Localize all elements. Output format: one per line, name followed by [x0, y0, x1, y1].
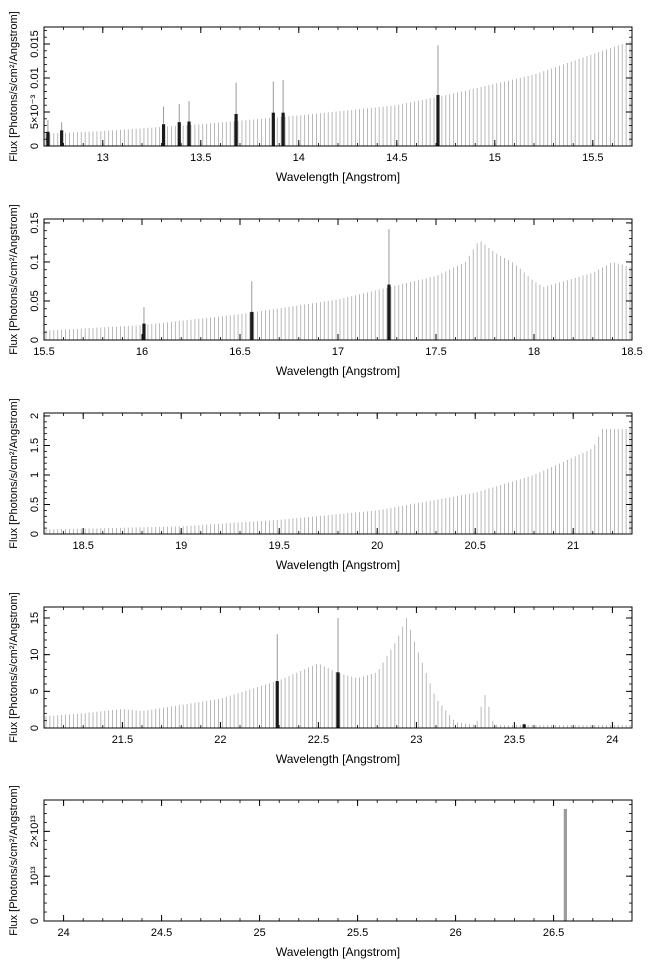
y-axis-title: Flux [Photons/s/cm²/Angstrom] [8, 785, 20, 935]
emission-line-bar [187, 121, 191, 146]
emission-line-bar [436, 95, 440, 146]
x-tick-label: 24 [606, 734, 618, 746]
y-tick-label: 5×10⁻³ [29, 95, 41, 130]
x-tick-label: 19.5 [268, 540, 289, 552]
panel-3: 18.5 19 19.5 20 20.5 21 0 0.5 1 1.5 2 Wavelength [A… [8, 398, 633, 572]
y-axis-title: Flux [Photons/s/cm²/Angstrom] [8, 11, 20, 161]
y-tick-label: 0.15 [29, 212, 41, 233]
y-tick-label: 15 [29, 612, 41, 624]
emission-line-bar [250, 311, 254, 340]
x-tick-label: 18.5 [72, 540, 93, 552]
y-tick-label: 10 [29, 649, 41, 661]
x-tick-label: 21 [567, 540, 579, 552]
y-axis-title: Flux [Photons/s/cm²/Angstrom] [8, 592, 20, 742]
y-tick-label: 2×10¹³ [29, 815, 41, 847]
y-axis-title: Flux [Photons/s/cm²/Angstrom] [8, 398, 20, 548]
x-tick-label: 25 [253, 927, 265, 939]
panel-1: 13 13.5 14 14.5 15 15.5 0 5×10⁻³ 0.01 0.015 Wavele… [8, 11, 633, 184]
x-tick-label: 17.5 [425, 346, 446, 358]
panel-4: 21.5 22 22.5 23 23.5 24 0 5 10 15 Wavelength [Angs… [8, 592, 633, 766]
x-tick-label: 26 [449, 927, 461, 939]
x-tick-label: 17 [332, 346, 344, 358]
plot-frame [43, 799, 633, 922]
plot-area [45, 618, 631, 728]
x-tick-label: 22.5 [308, 734, 329, 746]
plot-area [45, 428, 631, 534]
y-tick-label: 0.05 [29, 290, 41, 311]
y-tick-label: 0.01 [29, 67, 41, 88]
x-tick-label: 18 [528, 346, 540, 358]
x-tick-label: 24 [57, 927, 69, 939]
y-tick-label: 0.1 [29, 254, 41, 269]
emission-line-bar [522, 724, 526, 728]
x-tick-label: 13.5 [190, 152, 211, 164]
panel-2: 15.5 16 16.5 17 17.5 18 18.5 0 0.05 0.1 0.15 Wavele… [8, 204, 643, 378]
y-tick-label: 10¹³ [29, 866, 41, 886]
x-tick-label: 18.5 [621, 346, 642, 358]
x-tick-label: 19 [175, 540, 187, 552]
x-tick-label: 15 [489, 152, 501, 164]
y-tick-label: 0.5 [29, 497, 41, 512]
emission-line-bar [275, 681, 279, 728]
emission-line-bar [60, 130, 64, 146]
y-tick-label: 0 [29, 337, 41, 343]
x-tick-label: 15.5 [33, 346, 54, 358]
y-tick-label: 2 [29, 413, 41, 419]
plot-area [45, 41, 631, 146]
emission-line-bar [281, 112, 285, 146]
x-axis-title: Wavelength [Angstrom] [276, 752, 400, 766]
y-tick-label: 0 [29, 531, 41, 537]
x-axis-title: Wavelength [Angstrom] [276, 364, 400, 378]
emission-line-bar [336, 672, 340, 728]
x-tick-label: 13 [97, 152, 109, 164]
y-tick-label: 1 [29, 472, 41, 478]
x-tick-label: 21.5 [112, 734, 133, 746]
x-axis-title: Wavelength [Angstrom] [276, 558, 400, 572]
emission-line-bar [177, 122, 181, 146]
x-tick-label: 24.5 [151, 927, 172, 939]
x-axis-title: Wavelength [Angstrom] [276, 945, 400, 959]
y-tick-label: 0 [29, 918, 41, 924]
x-tick-label: 16.5 [229, 346, 250, 358]
y-tick-label: 0 [29, 725, 41, 731]
x-tick-label: 15.5 [582, 152, 603, 164]
y-tick-label: 5 [29, 688, 41, 694]
x-tick-label: 14 [293, 152, 305, 164]
x-tick-label: 23.5 [504, 734, 525, 746]
y-tick-label: 0.015 [29, 30, 41, 58]
emission-line-bar [563, 808, 567, 921]
plot-area [563, 808, 567, 921]
x-tick-label: 25.5 [347, 927, 368, 939]
x-axis-title: Wavelength [Angstrom] [276, 170, 400, 184]
emission-line-bar [234, 114, 238, 146]
x-tick-label: 23 [410, 734, 422, 746]
x-tick-label: 22 [214, 734, 226, 746]
x-tick-label: 26.5 [543, 927, 564, 939]
emission-line-bar [161, 124, 166, 146]
y-tick-label: 0 [29, 143, 41, 149]
emission-line-bar [271, 112, 275, 146]
emission-line-bar [46, 131, 50, 146]
y-axis-title: Flux [Photons/s/cm²/Angstrom] [8, 204, 20, 354]
x-tick-label: 16 [136, 346, 148, 358]
emission-line-bar [387, 284, 391, 340]
plot-area [45, 229, 631, 340]
panel-5: 24 24.5 25 25.5 26 26.5 0 10¹³ 2×10¹³ Wavelength … [8, 785, 633, 959]
x-tick-label: 20 [371, 540, 383, 552]
y-tick-label: 1.5 [29, 438, 41, 453]
emission-line-bar [142, 323, 146, 340]
x-tick-label: 20.5 [464, 540, 485, 552]
x-tick-label: 14.5 [386, 152, 407, 164]
